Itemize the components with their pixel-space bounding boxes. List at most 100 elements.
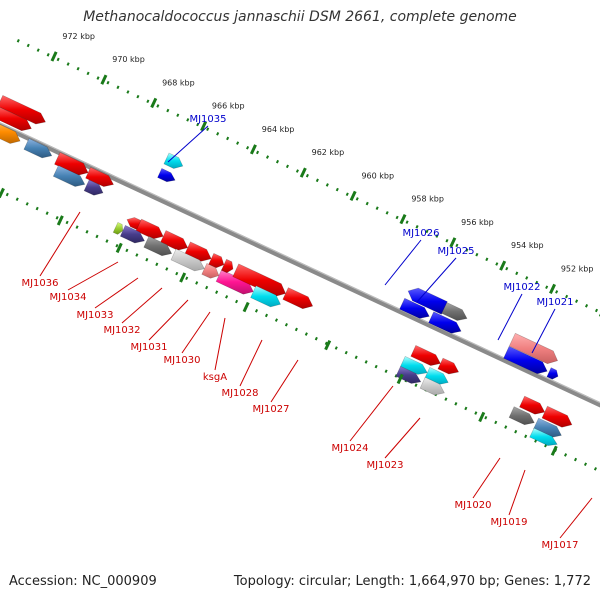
scale-tick-label: 960 kbp	[361, 171, 394, 180]
scale-tick	[399, 213, 407, 225]
scale-tick-label: 964 kbp	[262, 125, 295, 134]
gene-arrow[interactable]	[508, 332, 559, 365]
gene-label-top[interactable]: MJ1021	[536, 297, 573, 308]
inner-tick	[324, 339, 332, 351]
gene-arrow[interactable]	[0, 95, 46, 125]
gene-arrow[interactable]	[533, 417, 562, 438]
gene-arrow[interactable]	[529, 427, 558, 446]
inner-tick	[56, 215, 64, 226]
gene-arrow[interactable]	[400, 356, 428, 375]
scale-tick	[299, 167, 307, 178]
genome-summary: Topology: circular; Length: 1,664,970 bp…	[233, 574, 591, 589]
gene-label-bottom[interactable]: MJ1019	[490, 517, 527, 528]
gene-arrow[interactable]	[52, 165, 86, 187]
gene-arrow[interactable]	[410, 345, 441, 366]
gene-arrow[interactable]	[201, 263, 220, 279]
gene-label-bottom[interactable]: MJ1017	[541, 540, 578, 551]
gene-arrow[interactable]	[441, 302, 468, 321]
gene-arrow[interactable]	[419, 376, 445, 396]
gene-label-bottom[interactable]: MJ1033	[76, 310, 113, 321]
gene-label-top[interactable]: MJ1022	[503, 282, 540, 293]
gene-label-bottom[interactable]: MJ1034	[49, 292, 86, 303]
gene-label-bottom[interactable]: MJ1020	[454, 500, 491, 511]
scale-layer: 972 kbp 970 kbp 968 kbp 966 kbp 964 kbp 962 k…	[0, 32, 600, 456]
gene-label-leader	[531, 308, 556, 354]
gene-label-leader	[239, 339, 263, 387]
track-layer	[0, 39, 600, 473]
gene-label-bottom[interactable]: MJ1024	[331, 443, 368, 454]
map-title: Methanocaldococcus jannaschii DSM 2661, …	[83, 9, 517, 25]
gene-arrow[interactable]	[143, 236, 173, 257]
scale-tick-label: 958 kbp	[411, 195, 444, 204]
gene-label-leader	[508, 469, 526, 516]
inner-tick	[550, 445, 558, 456]
gene-arrow[interactable]	[519, 395, 546, 415]
gene-arrow[interactable]	[23, 138, 53, 159]
gene-label-bottom[interactable]: MJ1027	[252, 404, 289, 415]
gene-arrow[interactable]	[232, 263, 287, 297]
gene-label-bottom[interactable]: ksgA	[203, 372, 227, 383]
gene-label-bottom[interactable]: MJ1032	[103, 325, 140, 336]
scale-tick	[499, 260, 507, 271]
gene-arrow[interactable]	[163, 152, 184, 169]
scale-tick	[200, 120, 208, 132]
gene-arrow[interactable]	[221, 258, 234, 274]
label-layer: MJ1035 MJ1026 MJ1025 MJ1022 MJ1021 MJ1036 MJ10…	[21, 114, 593, 551]
gene-arrow[interactable]	[112, 221, 124, 235]
gene-label-top[interactable]: MJ1026	[402, 228, 439, 239]
gene-label-top[interactable]: MJ1025	[437, 246, 474, 257]
gene-arrow[interactable]	[437, 357, 460, 375]
gene-arrow[interactable]	[546, 367, 559, 380]
gene-label-top[interactable]: MJ1035	[189, 114, 226, 125]
scale-tick	[150, 97, 158, 109]
gene-label-leader	[39, 211, 81, 277]
gene-label-bottom[interactable]: MJ1036	[21, 278, 58, 289]
gene-arrow[interactable]	[428, 311, 462, 334]
gene-arrow[interactable]	[85, 166, 114, 187]
gene-arrow[interactable]	[250, 285, 281, 308]
gene-arrow[interactable]	[395, 366, 422, 384]
gene-arrow[interactable]	[541, 405, 573, 428]
scale-tick-label: 956 kbp	[461, 218, 494, 227]
gene-arrow[interactable]	[208, 253, 225, 269]
gene-label-bottom[interactable]: MJ1030	[163, 355, 200, 366]
gene-label-bottom[interactable]: MJ1028	[221, 388, 258, 399]
scale-tick	[50, 51, 58, 62]
gene-arrow[interactable]	[119, 225, 145, 244]
gene-arrow[interactable]	[157, 167, 176, 183]
gene-label-leader	[497, 293, 523, 341]
gene-label-leader	[472, 457, 501, 499]
scale-tick-label: 970 kbp	[112, 55, 145, 64]
gene-label-bottom[interactable]: MJ1023	[366, 460, 403, 471]
gene-label-bottom[interactable]: MJ1031	[130, 342, 167, 353]
gene-label-leader	[148, 299, 189, 341]
gene-arrow[interactable]	[282, 287, 314, 310]
gene-arrow[interactable]	[170, 248, 205, 272]
gene-arrow[interactable]	[54, 152, 89, 176]
gene-arrow[interactable]	[160, 230, 189, 251]
gene-label-leader	[559, 497, 593, 539]
gene-arrow[interactable]	[83, 179, 104, 196]
gene-label-leader	[121, 287, 163, 324]
inner-tick	[0, 187, 5, 199]
feature-layer	[0, 95, 573, 446]
gene-label-leader	[416, 257, 457, 303]
gene-arrow[interactable]	[503, 346, 548, 375]
scale-tick	[100, 74, 108, 85]
inner-tick	[478, 411, 486, 423]
gene-label-leader	[270, 359, 299, 403]
scale-tick-label: 954 kbp	[511, 241, 544, 250]
gene-arrow[interactable]	[508, 406, 535, 426]
gene-label-leader	[349, 385, 394, 442]
gene-arrow[interactable]	[399, 297, 430, 319]
accession-label: Accession: NC_000909	[9, 574, 157, 589]
gene-arrow[interactable]	[0, 106, 32, 132]
gene-label-leader	[384, 239, 422, 286]
gene-label-leader	[94, 277, 139, 309]
gene-label-leader	[181, 311, 211, 354]
gene-arrow[interactable]	[135, 218, 164, 240]
scale-tick-label: 968 kbp	[162, 78, 195, 87]
inner-tick	[179, 272, 187, 283]
gene-arrow[interactable]	[0, 120, 21, 144]
